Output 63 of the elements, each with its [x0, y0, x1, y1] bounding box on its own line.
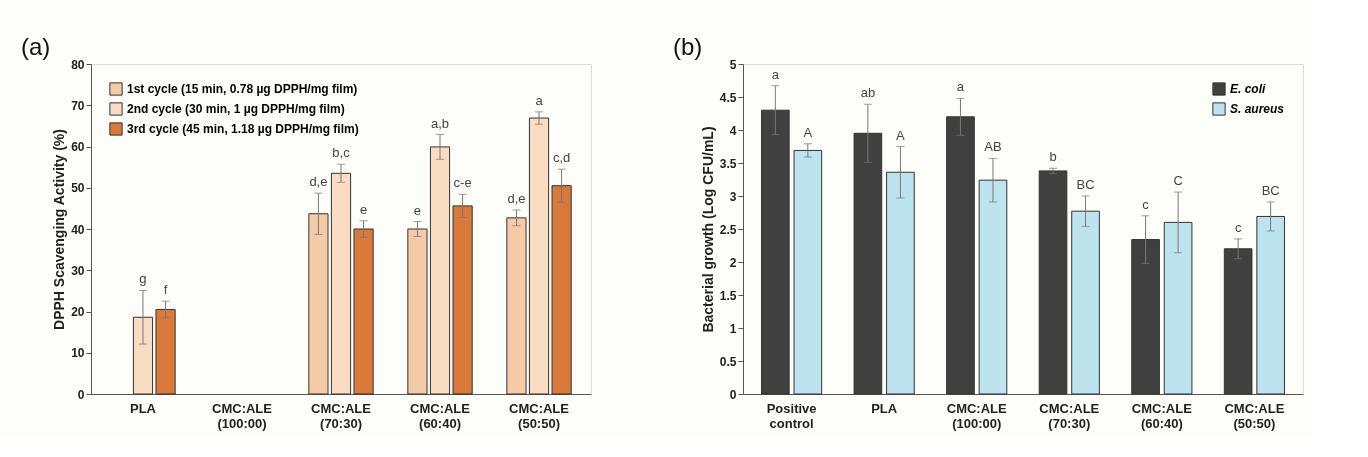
y-tick-label: 1 — [729, 321, 737, 336]
y-tick-label: 2.5 — [719, 222, 737, 237]
data-label: a — [956, 79, 965, 95]
legend-label: E. coli — [1230, 82, 1267, 96]
x-tick-label: CMC:ALE (50:50) — [509, 400, 570, 431]
x-tick-label: CMC:ALE (50:50) — [1224, 400, 1285, 431]
y-tick-label: 60 — [71, 140, 85, 154]
x-tick-label: CMC:ALE (60:40) — [1131, 400, 1193, 431]
y-tick-label: 80 — [71, 57, 85, 72]
y-tick-label: 3 — [729, 189, 737, 204]
data-label: e — [413, 202, 422, 218]
data-label: BC — [1261, 182, 1280, 198]
y-tick-label: 4.5 — [719, 90, 737, 105]
y-tick-label: 4 — [729, 123, 737, 138]
y-tick-label: 0.5 — [719, 354, 737, 369]
data-label: c,d — [552, 150, 571, 166]
data-label: a,b — [430, 115, 450, 131]
x-tick-label: CMC:ALE (60:40) — [410, 400, 471, 431]
data-label: a — [535, 92, 544, 108]
y-tick-label: 30 — [71, 263, 85, 278]
data-label: A — [803, 124, 813, 140]
y-tick-label: 0 — [729, 387, 737, 402]
x-tick-label: CMC:ALE (100:00) — [946, 400, 1008, 431]
legend-label: S. aureus — [1230, 102, 1285, 116]
text: (b) — [673, 33, 703, 60]
y-tick-label: 3.5 — [719, 156, 737, 171]
y-axis-title: Bacterial growth (Log CFU/mL) — [699, 126, 716, 333]
data-label: g — [139, 271, 147, 287]
y-tick-label: 50 — [71, 181, 85, 196]
y-tick-label: 20 — [71, 305, 85, 319]
data-label: d,e — [507, 191, 526, 207]
y-tick-label: 10 — [71, 346, 85, 361]
data-label: f — [163, 282, 168, 298]
legend-label: 3rd cycle (45 min, 1.18 µg DPPH/mg film) — [127, 122, 359, 136]
data-label: b,c — [332, 145, 351, 161]
data-label: AB — [984, 139, 1002, 155]
data-label: c-e — [453, 175, 472, 191]
data-label: c — [1142, 196, 1150, 212]
data-label: a — [771, 66, 780, 82]
x-tick-label: CMC:ALE (70:30) — [1039, 400, 1100, 431]
y-axis-title: DPPH Scavenging Activity (%) — [51, 129, 68, 330]
x-tick-label: CMC:ALE (100:00) — [212, 400, 273, 431]
y-tick-label: 40 — [71, 222, 85, 237]
x-tick-label: CMC:ALE (70:30) — [311, 400, 372, 431]
data-label: BC — [1076, 177, 1095, 192]
legend-label: 1st cycle (15 min, 0.78 µg DPPH/mg film) — [127, 82, 358, 96]
x-tick-label: Positive control — [766, 400, 817, 431]
data-label: e — [359, 201, 368, 217]
data-label: A — [896, 127, 906, 143]
y-tick-label: 2 — [729, 255, 737, 270]
data-label: b — [1049, 149, 1057, 165]
x-tick-label: PLA — [129, 400, 157, 416]
y-tick-label: 1.5 — [719, 288, 737, 303]
legend-label: 2nd cycle (30 min, 1 µg DPPH/mg film) — [127, 102, 345, 116]
text: (a) — [21, 33, 51, 60]
y-tick-label: 70 — [71, 98, 85, 113]
data-label: c — [1234, 219, 1242, 235]
data-label: C — [1173, 173, 1183, 189]
y-tick-label: 5 — [729, 57, 737, 72]
data-label: d,e — [309, 174, 328, 190]
data-label: ab — [860, 85, 876, 101]
y-tick-label: 0 — [77, 387, 85, 402]
x-tick-label: PLA — [871, 400, 898, 416]
